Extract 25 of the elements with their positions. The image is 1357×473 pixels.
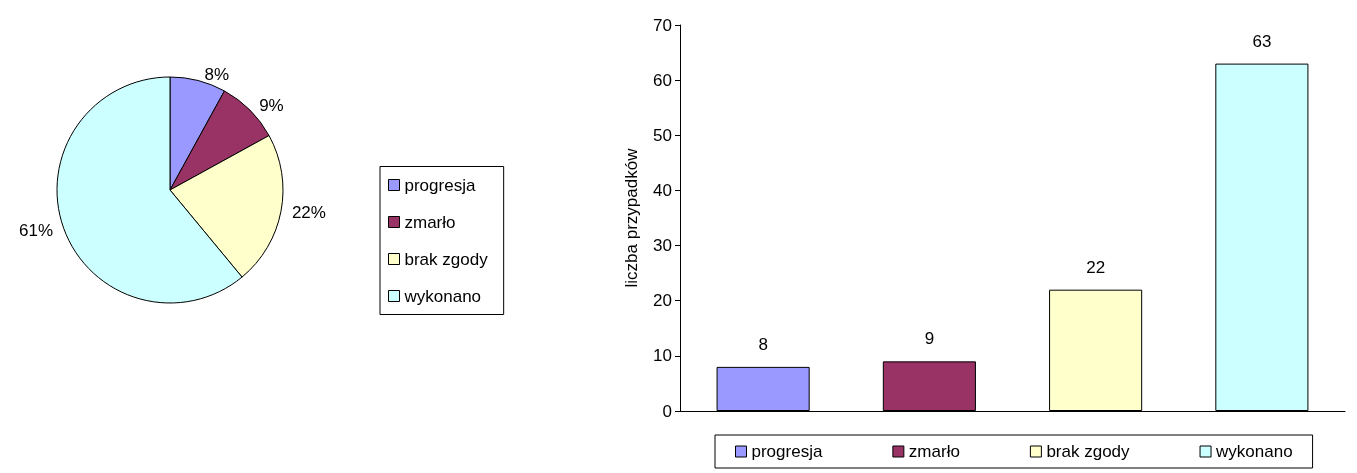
legend-label: brak zgody [1046, 442, 1131, 461]
legend-label: wykonano [403, 286, 482, 306]
data-label: 22% [291, 202, 326, 222]
data-label: 8% [204, 65, 230, 85]
y-tick-label: 60 [653, 70, 672, 90]
y-tick-label: 40 [653, 180, 672, 200]
data-label: 9 [924, 329, 935, 349]
data-label: 9% [259, 96, 284, 116]
legend-label: brak zgody [404, 249, 489, 269]
y-axis-title: liczba przypadków [622, 147, 641, 288]
y-tick-label: 20 [653, 291, 672, 311]
y-tick-label: 30 [653, 236, 672, 256]
y-tick-label: 10 [653, 346, 672, 366]
legend-label: zmarło [404, 212, 456, 232]
data-label: 22 [1086, 257, 1106, 277]
y-tick-label: 70 [653, 15, 672, 35]
data-label: 61% [19, 220, 54, 240]
data-label: 8 [758, 334, 768, 354]
y-tick-label: 50 [653, 125, 672, 145]
y-tick-label: 0 [662, 401, 672, 421]
legend-label: progresja [404, 175, 476, 195]
legend-label: zmarło [908, 442, 960, 461]
legend-label: wykonano [1215, 442, 1293, 461]
legend-label: progresja [751, 442, 823, 461]
data-label: 63 [1252, 31, 1272, 51]
